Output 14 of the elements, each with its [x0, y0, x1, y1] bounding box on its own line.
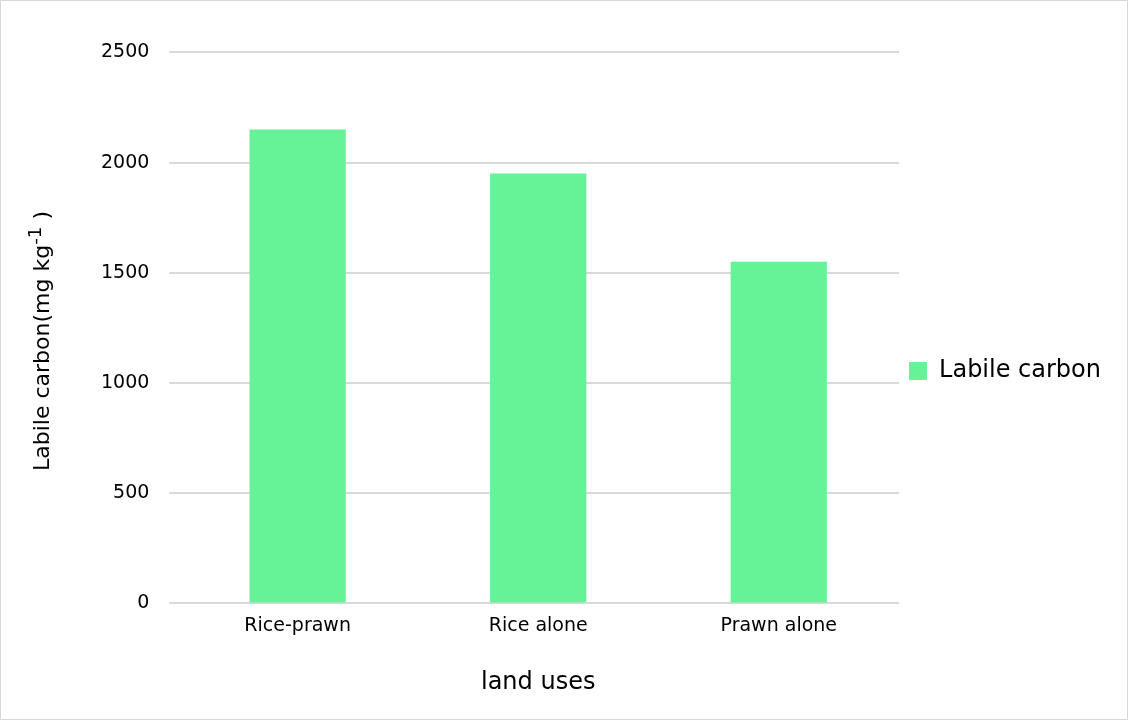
y-tick-label: 2000: [100, 149, 150, 172]
x-tick-label: Rice-prawn: [244, 612, 351, 635]
x-tick-label: Prawn alone: [720, 612, 838, 635]
legend-label: Labile carbon: [939, 355, 1102, 384]
bar: [249, 129, 346, 603]
y-tick-label: 1000: [100, 369, 150, 392]
bar: [490, 173, 587, 603]
bar: [730, 261, 827, 603]
y-tick-label: 1500: [100, 259, 150, 282]
x-tick-label: Rice alone: [488, 612, 588, 635]
y-tick-label: 0: [137, 590, 150, 613]
y-tick-label: 2500: [100, 39, 150, 62]
y-tick-label: 500: [113, 480, 150, 503]
x-axis-title: land uses: [480, 666, 596, 695]
